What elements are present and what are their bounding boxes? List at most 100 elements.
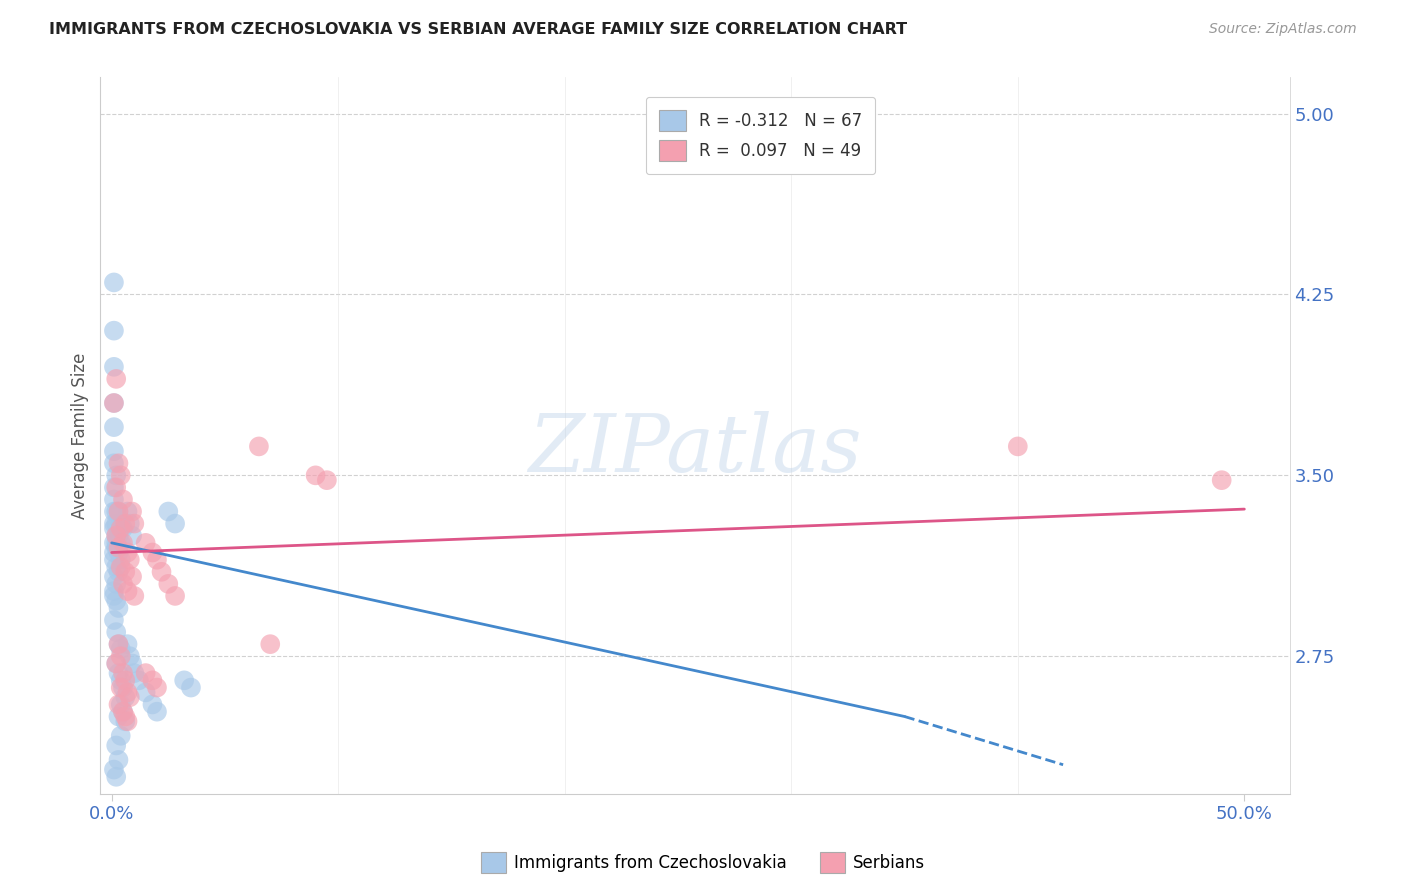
Point	[105, 657, 128, 671]
Point	[111, 705, 134, 719]
Point	[135, 685, 157, 699]
Point	[107, 528, 129, 542]
Point	[118, 649, 141, 664]
Point	[1007, 439, 1029, 453]
Point	[110, 698, 132, 712]
Point	[180, 681, 202, 695]
Point	[141, 673, 163, 688]
Point	[247, 439, 270, 453]
Point	[111, 521, 134, 535]
Legend: Immigrants from Czechoslovakia, Serbians: Immigrants from Czechoslovakia, Serbians	[474, 846, 932, 880]
Point	[165, 516, 187, 531]
Point	[103, 359, 125, 374]
Point	[107, 753, 129, 767]
Point	[114, 709, 136, 723]
Point	[107, 504, 129, 518]
Point	[110, 649, 132, 664]
Point	[165, 589, 187, 603]
Point	[110, 681, 132, 695]
Legend: R = -0.312   N = 67, R =  0.097   N = 49: R = -0.312 N = 67, R = 0.097 N = 49	[645, 96, 876, 174]
Point	[103, 516, 125, 531]
Point	[105, 560, 128, 574]
Y-axis label: Average Family Size: Average Family Size	[72, 352, 89, 519]
Point	[107, 601, 129, 615]
Point	[135, 536, 157, 550]
Point	[146, 553, 169, 567]
Point	[103, 396, 125, 410]
Point	[157, 577, 180, 591]
Point	[121, 657, 143, 671]
Point	[107, 545, 129, 559]
Point	[103, 521, 125, 535]
Point	[117, 714, 139, 729]
Point	[114, 516, 136, 531]
Point	[146, 705, 169, 719]
Point	[105, 577, 128, 591]
Point	[110, 729, 132, 743]
Point	[315, 473, 337, 487]
Point	[105, 504, 128, 518]
Point	[103, 324, 125, 338]
Point	[110, 536, 132, 550]
Point	[103, 763, 125, 777]
Point	[103, 420, 125, 434]
Point	[111, 492, 134, 507]
Point	[105, 657, 128, 671]
Point	[105, 593, 128, 607]
Point	[135, 666, 157, 681]
Text: ZIPatlas: ZIPatlas	[529, 411, 862, 489]
Point	[107, 709, 129, 723]
Point	[110, 553, 132, 567]
Point	[103, 545, 125, 559]
Point	[110, 468, 132, 483]
Point	[105, 536, 128, 550]
Point	[110, 642, 132, 657]
Point	[105, 739, 128, 753]
Point	[124, 516, 146, 531]
Point	[118, 516, 141, 531]
Point	[103, 444, 125, 458]
Point	[117, 584, 139, 599]
Point	[146, 681, 169, 695]
Point	[141, 545, 163, 559]
Text: IMMIGRANTS FROM CZECHOSLOVAKIA VS SERBIAN AVERAGE FAMILY SIZE CORRELATION CHART: IMMIGRANTS FROM CZECHOSLOVAKIA VS SERBIA…	[49, 22, 907, 37]
Point	[103, 396, 125, 410]
Point	[105, 541, 128, 555]
Point	[118, 690, 141, 705]
Point	[111, 666, 134, 681]
Point	[304, 468, 326, 483]
Point	[103, 536, 125, 550]
Point	[111, 536, 134, 550]
Point	[103, 456, 125, 470]
Point	[103, 276, 125, 290]
Point	[103, 553, 125, 567]
Text: Source: ZipAtlas.com: Source: ZipAtlas.com	[1209, 22, 1357, 37]
Point	[141, 698, 163, 712]
Point	[103, 504, 125, 518]
Point	[117, 685, 139, 699]
Point	[103, 584, 125, 599]
Point	[114, 690, 136, 705]
Point	[103, 589, 125, 603]
Point	[105, 372, 128, 386]
Point	[111, 577, 134, 591]
Point	[105, 468, 128, 483]
Point	[118, 553, 141, 567]
Point	[157, 504, 180, 518]
Point	[150, 565, 173, 579]
Point	[121, 528, 143, 542]
Point	[173, 673, 195, 688]
Point	[107, 565, 129, 579]
Point	[128, 673, 150, 688]
Point	[107, 456, 129, 470]
Point	[111, 681, 134, 695]
Point	[259, 637, 281, 651]
Point	[103, 480, 125, 494]
Point	[105, 480, 128, 494]
Point	[103, 569, 125, 583]
Point	[117, 545, 139, 559]
Point	[107, 698, 129, 712]
Point	[103, 492, 125, 507]
Point	[107, 637, 129, 651]
Point	[107, 541, 129, 555]
